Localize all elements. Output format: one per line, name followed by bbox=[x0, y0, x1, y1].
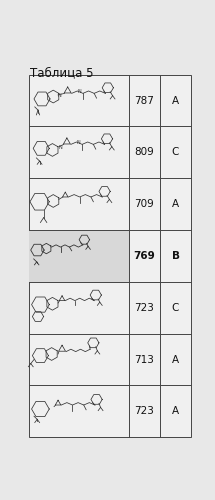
Text: N: N bbox=[77, 90, 81, 94]
Bar bbox=[29, 230, 129, 282]
Text: A: A bbox=[172, 354, 179, 364]
Text: Таблица 5: Таблица 5 bbox=[30, 66, 94, 79]
Text: B: B bbox=[172, 251, 180, 261]
Text: 709: 709 bbox=[135, 199, 154, 209]
Text: A: A bbox=[172, 406, 179, 416]
Text: C: C bbox=[172, 303, 179, 313]
Text: 723: 723 bbox=[134, 303, 154, 313]
Text: N: N bbox=[58, 145, 62, 150]
Text: 723: 723 bbox=[134, 406, 154, 416]
Text: C: C bbox=[172, 148, 179, 158]
Text: 713: 713 bbox=[134, 354, 154, 364]
Text: N: N bbox=[76, 140, 80, 145]
Text: 769: 769 bbox=[134, 251, 155, 261]
Text: 809: 809 bbox=[135, 148, 154, 158]
Text: A: A bbox=[172, 199, 179, 209]
Text: N: N bbox=[58, 94, 61, 98]
Text: A: A bbox=[172, 96, 179, 106]
Text: 787: 787 bbox=[134, 96, 154, 106]
